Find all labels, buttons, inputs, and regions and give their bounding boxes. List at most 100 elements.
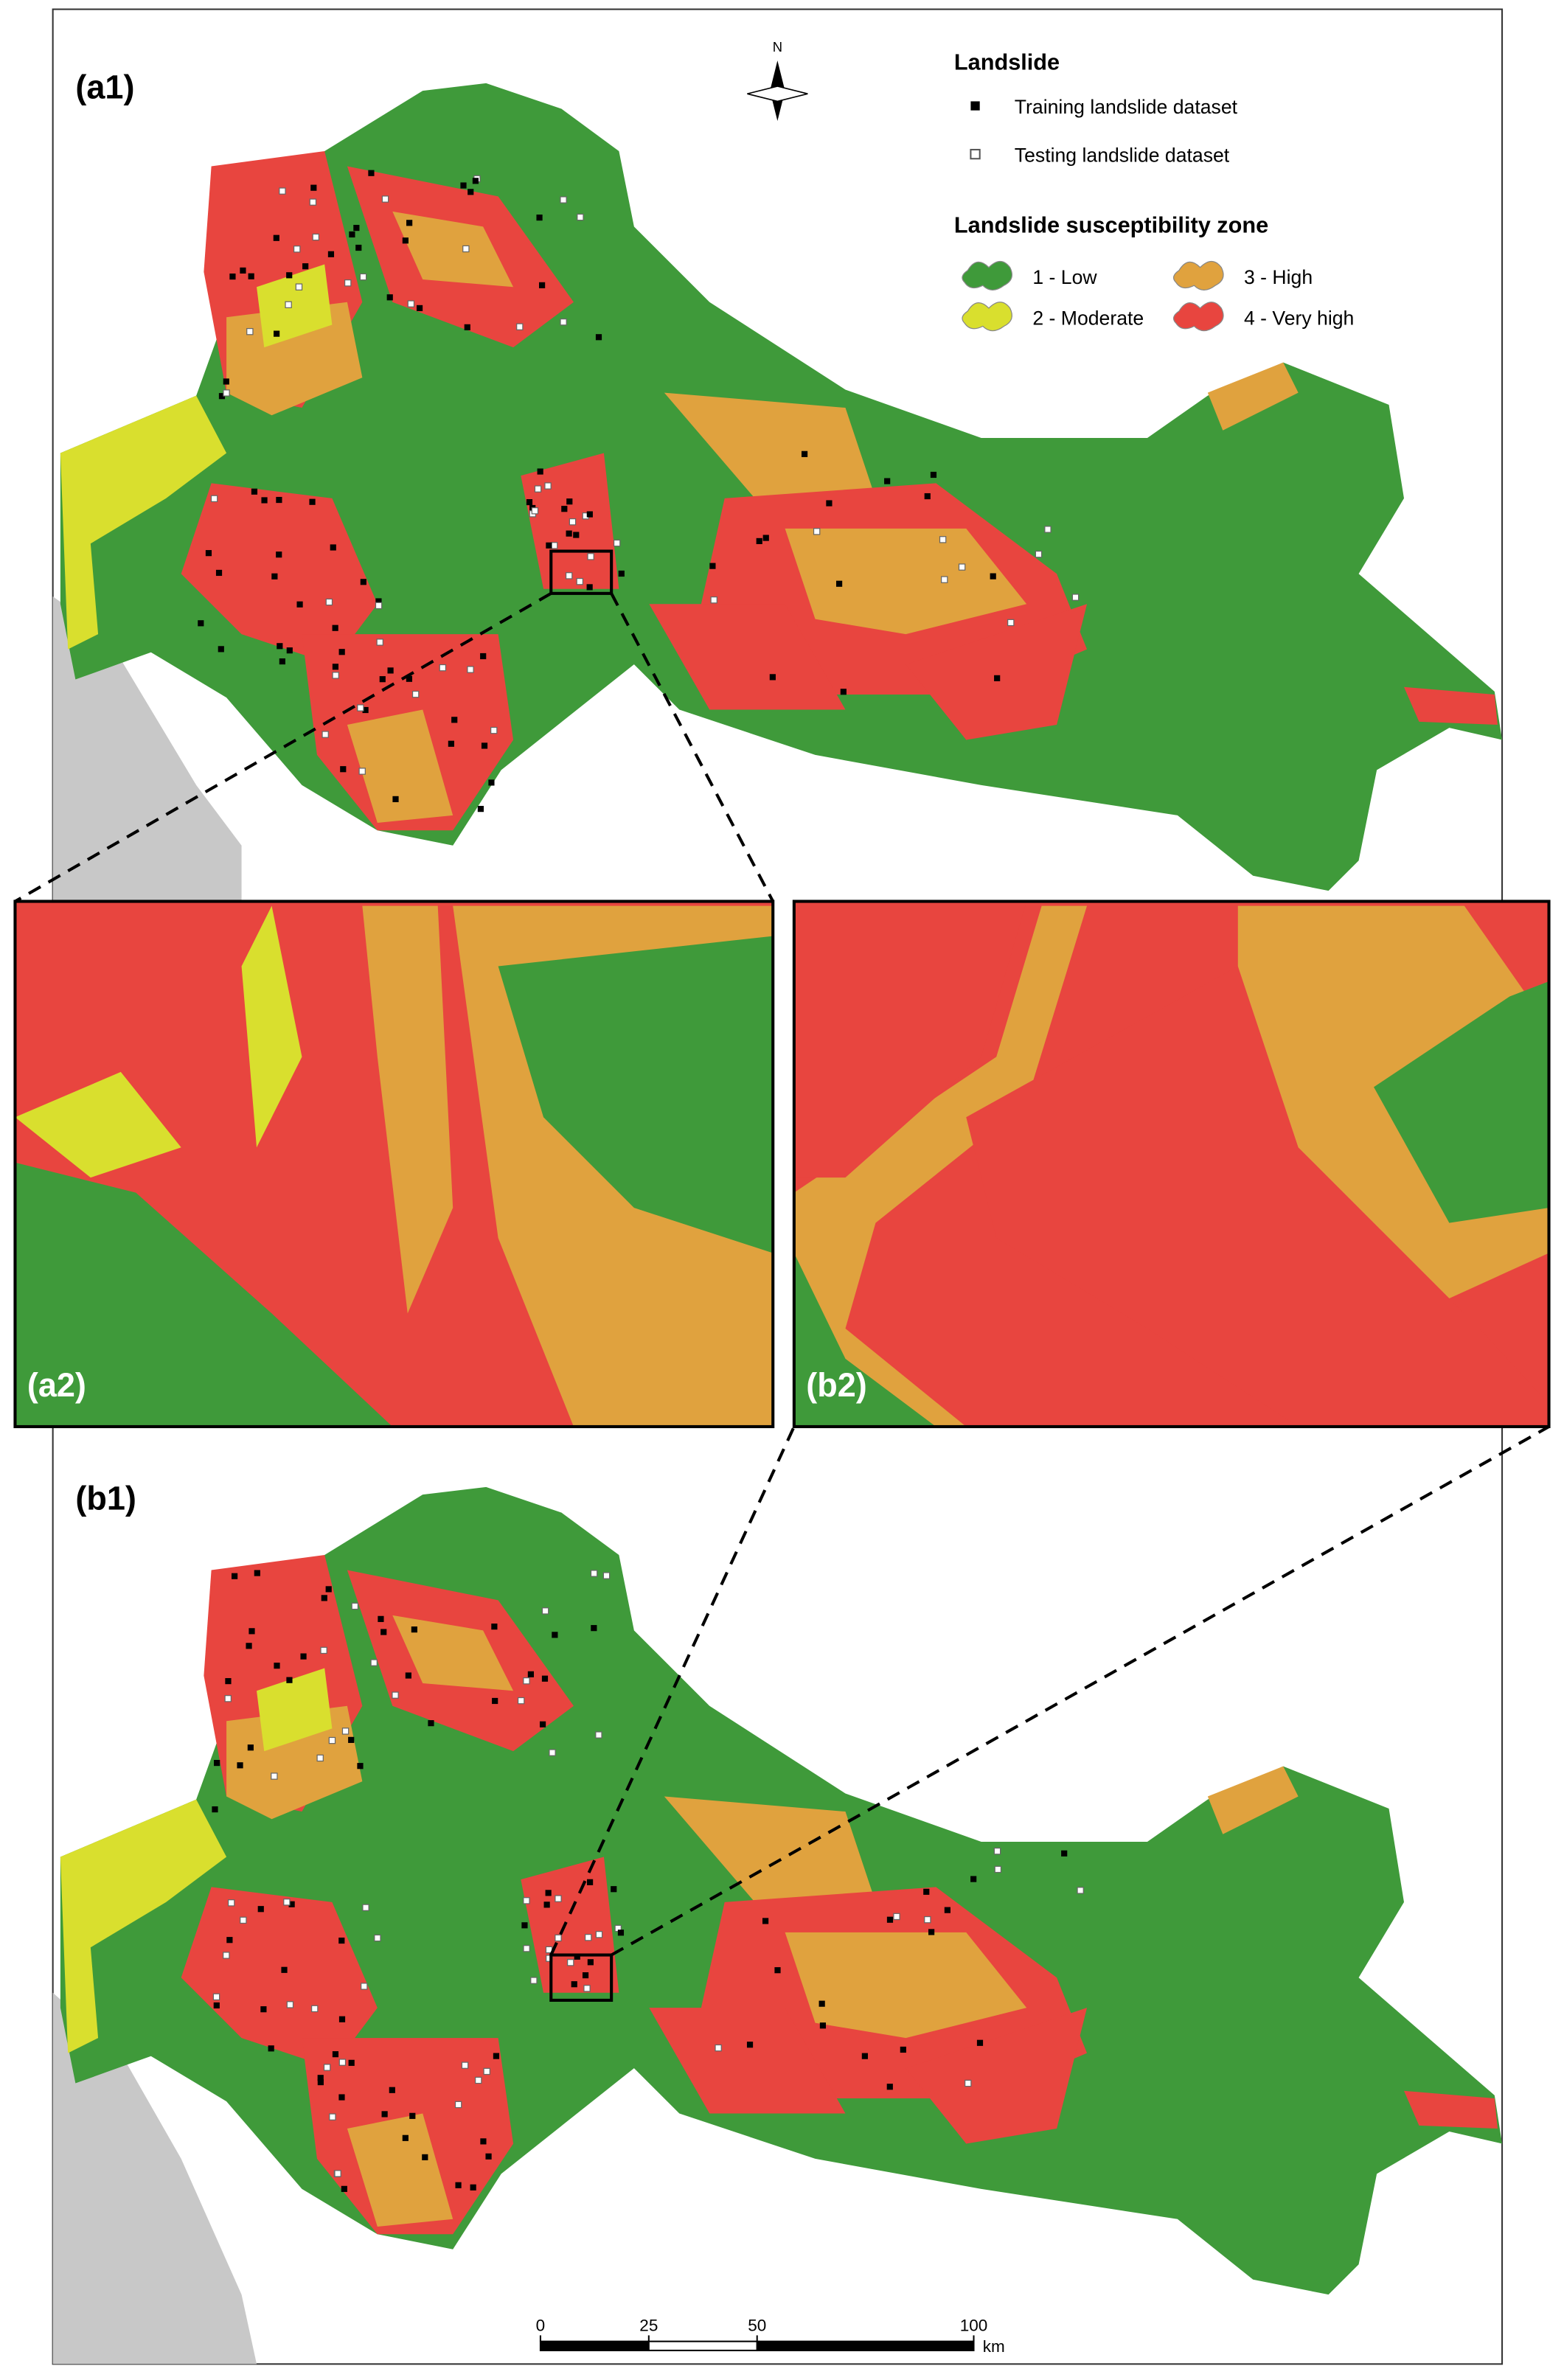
testing-point bbox=[334, 2170, 341, 2177]
training-point bbox=[248, 273, 254, 279]
training-point bbox=[261, 497, 268, 504]
training-point bbox=[448, 740, 454, 747]
testing-point bbox=[523, 1945, 530, 1952]
training-point bbox=[819, 2022, 827, 2029]
training-point bbox=[485, 2153, 492, 2160]
testing-point bbox=[374, 1934, 381, 1942]
zone-area bbox=[793, 901, 1027, 1178]
testing-point bbox=[362, 1904, 369, 1911]
testing-point bbox=[325, 598, 333, 606]
training-point bbox=[970, 1876, 977, 1882]
training-point bbox=[545, 1890, 552, 1896]
training-point bbox=[709, 563, 716, 569]
testing-point bbox=[613, 539, 621, 547]
testing-point bbox=[531, 507, 539, 515]
testing-point bbox=[357, 704, 364, 711]
training-point bbox=[491, 1624, 498, 1630]
training-point bbox=[392, 796, 399, 802]
training-point bbox=[302, 263, 309, 270]
panel-label: (a1) bbox=[75, 68, 134, 105]
testing-point bbox=[941, 576, 948, 583]
testing-point bbox=[595, 1931, 603, 1938]
training-point bbox=[402, 237, 409, 244]
training-point bbox=[543, 1901, 550, 1908]
training-point bbox=[260, 2006, 267, 2013]
training-point bbox=[840, 689, 847, 695]
testing-point bbox=[813, 528, 821, 535]
training-point bbox=[276, 496, 282, 504]
training-point bbox=[561, 506, 568, 512]
training-point bbox=[332, 624, 338, 631]
training-point bbox=[406, 675, 413, 682]
hillshade bbox=[52, 1992, 257, 2365]
testing-point bbox=[585, 1934, 592, 1941]
training-point bbox=[286, 1677, 293, 1683]
testing-point bbox=[210, 495, 218, 503]
training-point bbox=[769, 674, 776, 681]
training-point bbox=[994, 675, 1001, 681]
map-b1 bbox=[60, 1486, 1503, 2295]
scale-segment bbox=[647, 2340, 758, 2351]
training-point bbox=[357, 1763, 364, 1770]
legend-label: 2 - Moderate bbox=[1032, 307, 1144, 329]
training-point bbox=[774, 1967, 781, 1974]
training-point bbox=[225, 1678, 232, 1685]
testing-point bbox=[1035, 550, 1043, 558]
testing-point bbox=[361, 1983, 368, 1990]
testing-point bbox=[309, 198, 317, 206]
testing-point bbox=[602, 1572, 611, 1579]
training-point bbox=[492, 1697, 498, 1705]
training-point bbox=[481, 742, 488, 749]
legend: Landslide Training landslide dataset Tes… bbox=[954, 49, 1354, 332]
testing-point bbox=[567, 1959, 574, 1966]
training-point bbox=[536, 215, 543, 221]
training-point bbox=[464, 324, 470, 330]
zoom-line bbox=[549, 1426, 796, 1956]
testing-point bbox=[223, 389, 230, 397]
hillshade bbox=[52, 596, 242, 906]
zoom-line bbox=[610, 592, 775, 902]
panel-label: (b2) bbox=[806, 1366, 867, 1404]
testing-point bbox=[332, 672, 339, 679]
training-point bbox=[247, 1744, 254, 1751]
training-point bbox=[591, 1625, 597, 1632]
testing-point bbox=[462, 245, 470, 253]
testing-point bbox=[295, 283, 303, 290]
testing-point bbox=[212, 1993, 220, 2001]
training-point bbox=[248, 1628, 255, 1635]
zone-area bbox=[793, 905, 1088, 1427]
training-point bbox=[586, 1879, 594, 1885]
scale-bar: 0 25 50 100 km bbox=[536, 2316, 1005, 2356]
zone-area bbox=[793, 1253, 936, 1427]
training-point bbox=[617, 1930, 625, 1936]
testing-point bbox=[1077, 1887, 1084, 1894]
training-point bbox=[309, 498, 316, 505]
testing-point bbox=[358, 768, 366, 775]
training-point bbox=[332, 664, 339, 670]
testing-point bbox=[483, 2067, 490, 2075]
training-point bbox=[321, 1595, 327, 1601]
testing-point bbox=[311, 2005, 319, 2013]
testing-point bbox=[285, 301, 292, 308]
testing-point bbox=[224, 1695, 232, 1702]
training-point bbox=[527, 1671, 534, 1677]
testing-point bbox=[286, 2001, 294, 2008]
training-point bbox=[378, 1615, 384, 1622]
training-point bbox=[231, 1573, 238, 1579]
training-point bbox=[493, 2053, 500, 2059]
training-point bbox=[928, 1929, 935, 1935]
training-point bbox=[286, 272, 293, 279]
testing-point bbox=[710, 596, 717, 604]
zone-area bbox=[362, 905, 453, 1314]
testing-point bbox=[240, 1916, 247, 1924]
training-point bbox=[348, 2059, 355, 2066]
training-point bbox=[296, 601, 303, 608]
testing-point bbox=[370, 1659, 378, 1666]
testing-point bbox=[560, 319, 567, 326]
training-point bbox=[268, 2045, 274, 2052]
legend-label: 3 - High bbox=[1244, 266, 1313, 288]
training-point bbox=[566, 498, 573, 505]
training-point bbox=[214, 1759, 220, 1767]
training-point bbox=[884, 478, 891, 484]
